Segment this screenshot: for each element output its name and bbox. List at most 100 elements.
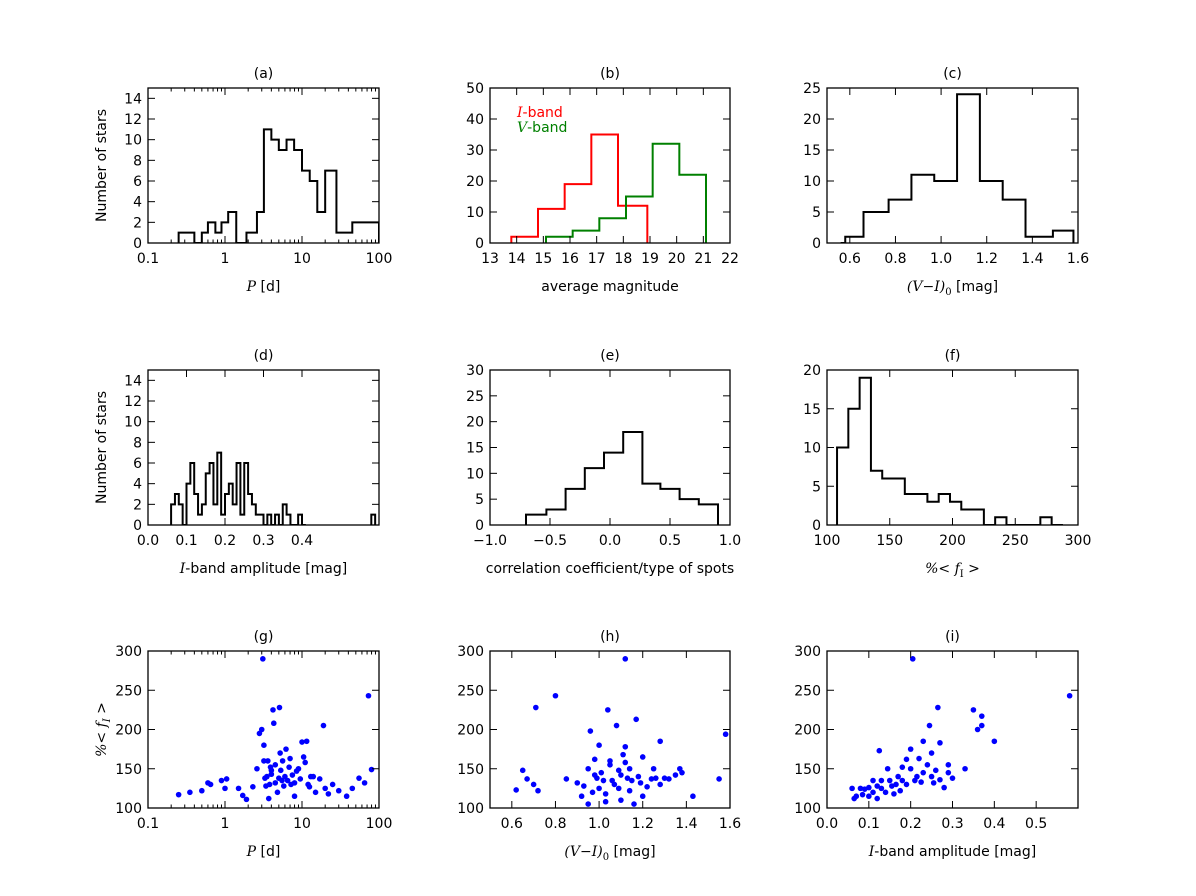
y-axis-label: %< fI >: [94, 702, 113, 757]
x-tick-label: 0.0: [599, 533, 621, 549]
scatter-point: [272, 780, 279, 786]
x-tick-label: 22: [721, 251, 739, 267]
y-tick-label: 200: [794, 723, 821, 739]
legend-entry-suffix: -band: [523, 105, 563, 121]
y-tick-label: 8: [133, 153, 142, 169]
scatter-point: [907, 746, 914, 752]
scatter-point: [633, 716, 639, 723]
axes-frame: [489, 87, 731, 244]
scatter-point: [1066, 692, 1073, 699]
scatter-point: [300, 754, 307, 760]
scatter-point: [175, 791, 182, 798]
scatter-point: [629, 777, 635, 784]
scatter-point: [563, 776, 570, 782]
scatter-point: [607, 762, 613, 768]
scatter-point: [260, 656, 266, 662]
y-axis-label-rest: >: [94, 702, 110, 718]
scatter-point: [853, 793, 860, 800]
scatter-point: [270, 707, 276, 713]
scatter-point: [626, 765, 633, 772]
scatter-point: [349, 785, 356, 792]
scatter-point: [624, 775, 631, 781]
y-tick-label: 0: [133, 518, 142, 534]
x-axis-label-rest: [mag]: [952, 279, 998, 295]
x-tick-label: 0.6: [839, 251, 861, 267]
scatter-point: [882, 789, 889, 796]
x-axis-label-rest: [mag]: [609, 844, 655, 860]
scatter-point: [945, 762, 952, 768]
x-axis-label: correlation coefficient/type of spots: [486, 561, 734, 577]
scatter-point: [615, 785, 622, 792]
scatter-point: [918, 779, 924, 785]
scatter-point: [268, 767, 275, 774]
scatter-point: [207, 781, 214, 788]
x-tick-label: 1.6: [719, 816, 741, 832]
x-axis-label-rest: -band amplitude [mag]: [185, 561, 347, 577]
y-tick-label: 4: [133, 477, 142, 493]
y-tick-label: 150: [794, 762, 821, 778]
x-tick-label: 1.4: [1021, 251, 1043, 267]
scatter-point: [306, 784, 313, 790]
scatter-point: [295, 765, 302, 772]
scatter-point: [978, 722, 985, 729]
scatter-point: [356, 775, 362, 781]
scatter-point: [978, 713, 985, 719]
scatter-point: [276, 704, 283, 711]
scatter-point: [690, 793, 696, 800]
scatter-point: [618, 797, 624, 803]
x-axis-label: P [d]: [246, 844, 281, 860]
x-tick-label: 1: [221, 816, 230, 832]
scatter-point: [530, 781, 537, 788]
scatter-point: [930, 780, 937, 786]
scatter-point: [316, 776, 323, 782]
panel-b: 13 14 15 16 17 18 19 20 21 22 0 10 20 30 40 50 (b) averag…: [466, 66, 739, 295]
scatter-point: [261, 758, 267, 764]
scatter-point: [291, 780, 298, 786]
x-axis-label-rest: [d]: [256, 844, 280, 860]
scatter-point: [535, 787, 541, 794]
scatter-point: [261, 742, 267, 748]
scatter-point: [297, 776, 304, 782]
y-tick-label: 50: [466, 81, 484, 97]
scatter-point: [594, 775, 600, 781]
hist-series-b-1: [545, 142, 707, 243]
scatter-point: [235, 785, 242, 792]
panel-title: (d): [254, 348, 274, 364]
y-tick-label: 200: [457, 723, 484, 739]
x-tick-label: 0.3: [252, 533, 274, 549]
x-tick-label: 0.2: [900, 816, 922, 832]
scatter-point: [274, 789, 281, 796]
scatter-point: [849, 785, 855, 792]
scatter-point: [243, 796, 250, 803]
x-tick-label: 21: [694, 251, 712, 267]
hist-series-d-0-outlier: [370, 513, 377, 525]
hist-series-f-0: [836, 376, 1063, 525]
scatter-point: [312, 789, 319, 796]
scatter-point: [648, 776, 655, 782]
scatter-point: [519, 767, 526, 774]
scatter-point: [254, 765, 260, 772]
scatter-point: [622, 743, 629, 750]
scatter-point: [672, 772, 679, 778]
scatter-point: [578, 793, 585, 800]
scatter-point: [277, 750, 283, 756]
y-tick-label: 20: [466, 415, 484, 431]
axes-frame: [147, 369, 380, 526]
scatter-point: [279, 777, 285, 784]
x-axis-label-math: (V−I): [907, 279, 945, 295]
scatter-point: [928, 750, 935, 756]
scatter-point: [903, 781, 910, 788]
scatter-point: [874, 795, 880, 802]
panel-title: (b): [600, 66, 620, 82]
panel-e: −1.0 −0.5 0.0 0.5 1.0 0 5 10 15 20 25 30 (e) correlat…: [466, 348, 741, 577]
x-tick-label: 1.6: [1067, 251, 1089, 267]
axes-frame: [489, 650, 731, 809]
scatter-point: [596, 742, 602, 748]
panel-g: 0.1 1 10 100 100 150 200 250 300 (g) P [d] %< fI >: [94, 629, 392, 860]
panel-a: 0.1 1 10 100 0 2 4 6 8 10 12 14 (a) P [d] Number of st…: [94, 66, 392, 295]
scatter-point: [884, 765, 891, 772]
x-axis-label: (V−I)0 [mag]: [564, 844, 655, 863]
y-tick-label: 6: [133, 174, 142, 190]
